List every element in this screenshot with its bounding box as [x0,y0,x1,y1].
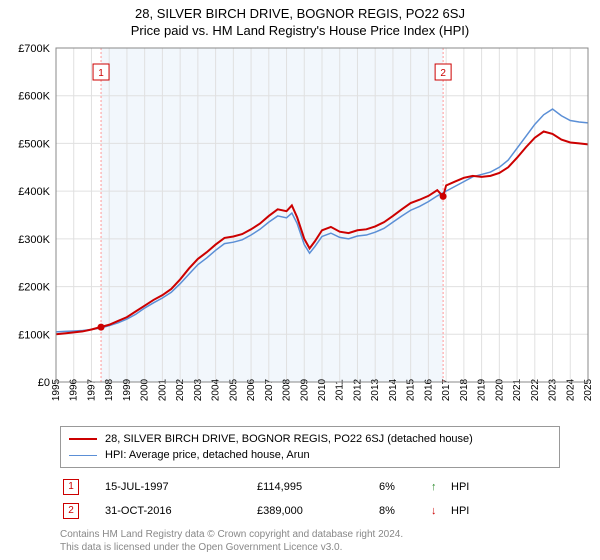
legend-swatch [69,438,97,440]
page-title: 28, SILVER BIRCH DRIVE, BOGNOR REGIS, PO… [0,0,600,21]
marker-date: 15-JUL-1997 [104,476,254,498]
svg-text:£200K: £200K [18,282,50,294]
legend-label: HPI: Average price, detached house, Arun [105,449,310,461]
marker-arrow-icon: ↓ [430,500,448,522]
svg-text:£400K: £400K [18,186,50,198]
marker-table: 1 15-JUL-1997£114,9956%↑HPI 2 31-OCT-2016£3… [60,474,472,524]
legend-item: HPI: Average price, detached house, Arun [69,447,551,463]
marker-row: 1 15-JUL-1997£114,9956%↑HPI [62,476,470,498]
footer-line1: Contains HM Land Registry data © Crown c… [60,528,560,541]
svg-text:1: 1 [98,68,104,79]
svg-text:£100K: £100K [18,329,50,341]
page-subtitle: Price paid vs. HM Land Registry's House … [0,21,600,42]
marker-suffix: HPI [450,500,470,522]
marker-suffix: HPI [450,476,470,498]
marker-box: 1 [63,479,79,495]
footer-attribution: Contains HM Land Registry data © Crown c… [60,528,560,554]
chart-area: £0£100K£200K£300K£400K£500K£600K£700K199… [0,42,600,422]
svg-text:£700K: £700K [18,43,50,55]
marker-row: 2 31-OCT-2016£389,0008%↓HPI [62,500,470,522]
footer-line2: This data is licensed under the Open Gov… [60,541,560,554]
svg-text:2: 2 [440,68,446,79]
svg-text:£0: £0 [38,377,50,389]
marker-price: £114,995 [256,476,376,498]
svg-text:£600K: £600K [18,91,50,103]
legend-label: 28, SILVER BIRCH DRIVE, BOGNOR REGIS, PO… [105,433,473,445]
legend: 28, SILVER BIRCH DRIVE, BOGNOR REGIS, PO… [60,426,560,468]
marker-pct: 8% [378,500,428,522]
line-chart: £0£100K£200K£300K£400K£500K£600K£700K199… [0,42,600,422]
marker-price: £389,000 [256,500,376,522]
marker-date: 31-OCT-2016 [104,500,254,522]
legend-swatch [69,455,97,456]
marker-pct: 6% [378,476,428,498]
svg-text:£500K: £500K [18,138,50,150]
marker-arrow-icon: ↑ [430,476,448,498]
legend-item: 28, SILVER BIRCH DRIVE, BOGNOR REGIS, PO… [69,431,551,447]
svg-text:£300K: £300K [18,234,50,246]
marker-box: 2 [63,503,79,519]
